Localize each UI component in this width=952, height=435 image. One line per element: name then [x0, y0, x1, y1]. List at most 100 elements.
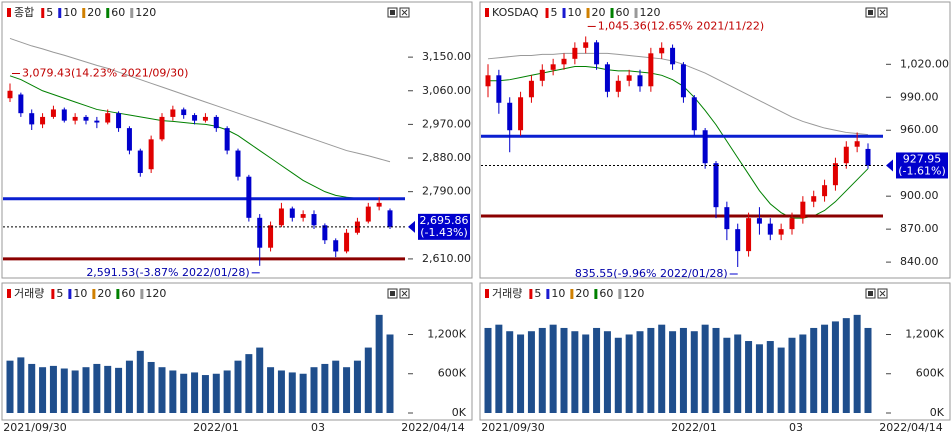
candle-body: [507, 102, 513, 131]
candle-body: [376, 202, 382, 207]
legend-swatch: [130, 8, 134, 18]
y-tick-label: 870.00: [900, 222, 939, 235]
candle-body: [257, 217, 263, 248]
candle-body: [854, 141, 860, 147]
volume-bar: [831, 321, 839, 413]
volume-bar: [386, 334, 394, 413]
legend-label: 20: [87, 6, 101, 19]
candle-body: [50, 109, 56, 117]
last-price: 927.95: [903, 152, 942, 165]
candle-body: [61, 109, 67, 121]
candle-body: [344, 232, 350, 252]
y-tick-label: 600K: [916, 367, 945, 380]
x-tick-label: 2022/04/14: [879, 421, 942, 434]
volume-bar: [788, 337, 796, 413]
volume-bar: [201, 375, 209, 413]
volume-bar: [39, 367, 47, 413]
candle-body: [572, 47, 578, 59]
candle-body: [18, 94, 24, 114]
candle-body: [72, 116, 78, 121]
candle-body: [105, 113, 111, 123]
candle-body: [637, 75, 643, 87]
frame: [1, 1, 473, 279]
header-marker: [7, 8, 11, 17]
volume-bar: [636, 331, 644, 413]
legend-label: 5: [46, 6, 53, 19]
legend-label: 60: [111, 6, 125, 19]
candle-body: [496, 75, 502, 103]
x-tick-label: 03: [311, 421, 325, 434]
volume-bar: [593, 327, 601, 413]
candle-body: [83, 116, 89, 121]
candle-body: [181, 109, 187, 116]
volume-bar: [517, 334, 525, 413]
y-tick-label: 2,610.00: [422, 252, 471, 265]
volume-bar: [49, 365, 57, 413]
candle-body: [539, 69, 545, 81]
volume-bar: [223, 370, 231, 413]
candle-body: [170, 109, 176, 117]
candle-body: [528, 80, 534, 98]
legend-swatch: [41, 8, 45, 18]
last-price-box: [896, 152, 948, 179]
y-tick-label: 900.00: [900, 189, 939, 202]
candle-body: [354, 221, 360, 233]
x-tick-label: 03: [789, 421, 803, 434]
legend-swatch: [92, 289, 96, 299]
candle-body: [811, 196, 817, 202]
volume-bar: [93, 363, 101, 413]
last-price-pointer: [408, 220, 415, 233]
candle-body: [213, 116, 219, 129]
candle-body: [800, 201, 806, 219]
x-tick-label: 2021/09/30: [481, 421, 544, 434]
candle-body: [268, 225, 274, 248]
legend-label: 60: [121, 287, 135, 300]
volume-bar: [669, 331, 677, 413]
candle-body: [137, 150, 143, 173]
x-tick-label: 2022/01: [193, 421, 239, 434]
candle-body: [246, 176, 252, 218]
candle-body: [691, 97, 697, 131]
legend-label: 10: [551, 287, 565, 300]
volume-bar: [571, 331, 579, 413]
volume-bar: [6, 360, 14, 413]
volume-bar: [180, 373, 188, 413]
candle-body: [159, 116, 165, 140]
last-change: (-1.43%): [420, 226, 468, 239]
legend-swatch: [586, 8, 590, 18]
candle-body: [594, 42, 600, 65]
candle-body: [713, 163, 719, 208]
volume-bar: [245, 354, 253, 413]
candle-body: [300, 214, 306, 218]
candle-body: [659, 47, 665, 54]
volume-bar: [60, 368, 68, 413]
legend-swatch: [594, 289, 598, 299]
candle-body: [322, 225, 328, 241]
candle-body: [224, 128, 230, 151]
candle-body: [702, 130, 708, 164]
candle-body: [202, 116, 208, 121]
candle-body: [289, 208, 295, 218]
volume-bar: [332, 360, 340, 413]
x-tick-label: 2022/01: [671, 421, 717, 434]
frame: [479, 282, 951, 421]
volume-bar: [842, 318, 850, 413]
volume-bar: [560, 327, 568, 413]
volume-bar: [810, 327, 818, 413]
legend-swatch: [529, 289, 533, 299]
x-tick-label: 2022/04/14: [401, 421, 464, 434]
panel-title: KOSDAQ: [492, 6, 539, 19]
legend-label: 20: [575, 287, 589, 300]
legend-swatch: [106, 8, 110, 18]
volume-bar: [277, 370, 285, 413]
volume-bar: [701, 324, 709, 413]
y-tick-label: 1,200K: [905, 327, 944, 340]
candle-body: [485, 75, 491, 87]
candle-body: [40, 116, 46, 125]
panel-title: 거래량: [14, 287, 44, 300]
y-tick-label: 2,880.00: [422, 151, 471, 164]
volume-bar: [723, 337, 731, 413]
y-tick-label: 990.00: [900, 90, 939, 103]
volume-bar: [853, 314, 861, 413]
